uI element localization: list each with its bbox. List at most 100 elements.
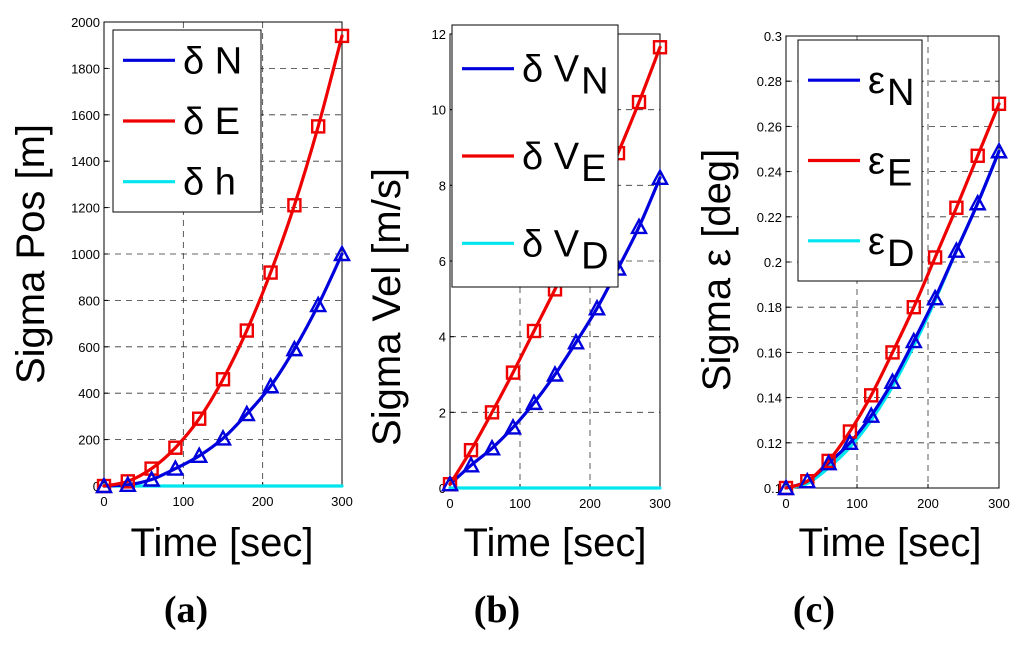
data-point-marker (503, 417, 523, 435)
x-tick-label: 100 (172, 494, 194, 509)
data-point-marker (970, 148, 985, 163)
data-point-marker (650, 168, 670, 185)
data-point-marker (309, 295, 328, 313)
data-point-marker (776, 478, 796, 496)
data-point-marker (261, 376, 280, 394)
y-tick-label: 0.2 (764, 255, 782, 270)
legend-label: δ VN (522, 49, 609, 103)
y-tick-label: 1600 (71, 108, 100, 123)
panel-label: (a) (164, 589, 208, 631)
legend-label-main: δ V (522, 49, 580, 91)
y-tick-label: 1200 (71, 201, 100, 216)
data-point-marker (524, 393, 544, 411)
y-tick-label: 8 (439, 178, 446, 193)
data-point-marker (566, 332, 586, 350)
legend-label-subscript: D (581, 235, 608, 277)
data-point-marker (862, 406, 881, 423)
legend-label-main: δ V (522, 223, 580, 265)
x-tick-label: 0 (782, 496, 789, 511)
data-point-marker (883, 372, 902, 389)
legend-label: εD (868, 221, 914, 275)
legend-label-main: δ E (183, 101, 240, 143)
legend-label: δ VE (522, 136, 606, 190)
data-point-marker (263, 265, 278, 280)
data-point-marker (629, 217, 649, 235)
x-tick-label: 100 (509, 496, 531, 511)
data-point-marker (526, 323, 542, 339)
y-tick-label: 2 (439, 405, 446, 420)
chart-panel: 0.1 0.12 0.14 0.16 0.18 0.2 0.22 0.24 0.26 0.28 0.… (695, 29, 1010, 631)
x-tick-label: 100 (846, 496, 868, 511)
data-point-marker (191, 411, 207, 426)
data-point-marker (927, 250, 943, 265)
data-point-marker (287, 198, 302, 213)
y-tick-label: 10 (432, 103, 446, 118)
x-axis-label: Time [sec] (464, 521, 647, 565)
series-line (102, 34, 344, 488)
data-point-marker (864, 388, 879, 403)
y-tick-label: 1400 (71, 154, 100, 169)
data-point-marker (334, 28, 350, 44)
legend-label-main: δ h (183, 162, 236, 204)
data-point-marker (482, 438, 502, 456)
legend-label-main: ε (868, 141, 885, 183)
chart-panel: 0 200 400 600 800 1000 1200 1400 1600 1800 2000 0 10… (9, 15, 353, 631)
y-tick-label: 0.26 (757, 119, 782, 134)
legend-label: δ VD (522, 223, 609, 277)
x-tick-label: 300 (988, 496, 1010, 511)
legend-label: δ h (183, 162, 236, 204)
data-point-marker (926, 288, 945, 306)
data-point-marker (968, 193, 987, 211)
data-point-marker (311, 119, 326, 134)
legend-label-main: δ V (522, 136, 580, 178)
y-tick-label: 1800 (71, 61, 100, 76)
data-point-marker (440, 474, 460, 492)
data-point-marker (239, 323, 255, 338)
y-tick-label: 0.24 (757, 165, 782, 180)
y-tick-label: 0.28 (757, 74, 782, 89)
data-point-marker (819, 453, 838, 471)
legend-label-main: δ N (183, 40, 242, 82)
series-line (448, 45, 662, 486)
y-tick-label: 0.14 (757, 391, 782, 406)
data-point-marker (545, 364, 565, 382)
x-axis-label: Time [sec] (799, 521, 982, 565)
data-point-marker (587, 298, 607, 316)
x-tick-label: 200 (917, 496, 939, 511)
y-tick-label: 0.18 (757, 300, 782, 315)
y-axis-label: Sigma Vel [m/s] (365, 168, 409, 446)
data-point-marker (94, 476, 114, 494)
data-point-marker (484, 405, 500, 420)
y-tick-label: 600 (78, 340, 100, 355)
data-point-marker (947, 241, 966, 258)
y-tick-label: 0.22 (757, 210, 782, 225)
data-point-marker (505, 365, 521, 380)
y-tick-label: 0 (439, 481, 446, 496)
data-point-marker (142, 469, 161, 487)
y-tick-label: 800 (78, 293, 100, 308)
data-point-marker (798, 471, 817, 489)
legend-label-subscript: E (581, 148, 606, 190)
data-point-marker (168, 440, 183, 455)
panel-label: (b) (474, 589, 520, 631)
legend-label-subscript: N (581, 61, 608, 103)
data-point-marker (166, 459, 185, 476)
x-tick-label: 300 (649, 496, 671, 511)
legend-label: δ N (183, 40, 242, 82)
data-point-marker (840, 433, 859, 450)
x-tick-label: 200 (579, 496, 601, 511)
series-line (102, 252, 344, 488)
y-tick-label: 0.12 (757, 436, 782, 451)
y-axis-label: Sigma Pos [m] (9, 124, 53, 384)
data-point-marker (213, 428, 233, 446)
data-point-marker (906, 300, 921, 315)
y-tick-label: 200 (78, 433, 100, 448)
legend-label-main: ε (868, 60, 885, 102)
data-point-marker (652, 40, 668, 55)
legend-label-subscript: E (887, 153, 912, 195)
y-axis-label: Sigma ε [deg] (695, 149, 739, 391)
y-tick-label: 4 (439, 330, 446, 345)
panel-label: (c) (793, 589, 835, 631)
legend-label-subscript: N (887, 72, 914, 114)
